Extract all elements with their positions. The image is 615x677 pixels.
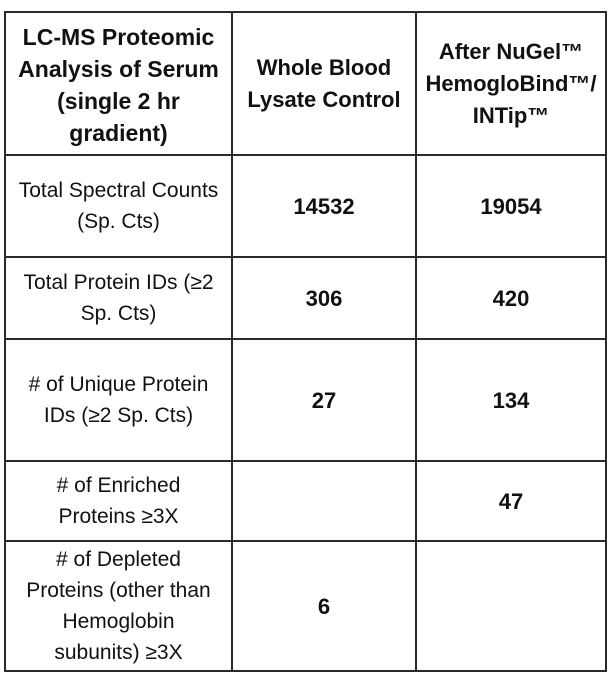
after-value: 420 [415, 256, 607, 340]
row-label-depleted-proteins: # of Depleted Proteins (other than Hemog… [4, 540, 233, 672]
row-label-line-2: Sp. Cts) [80, 302, 157, 325]
row-label-line-2: Proteins (other than [26, 579, 211, 602]
header-after-line-3: INTip™ [472, 102, 550, 128]
header-row: LC-MS Proteomic Analysis of Serum (singl… [4, 11, 607, 156]
row-label-line-1: Total Spectral Counts [18, 179, 219, 202]
row-label-line-1: # of Depleted [56, 548, 181, 571]
table-row: # of Enriched Proteins ≥3X 47 [4, 460, 607, 542]
after-value: 19054 [415, 154, 607, 258]
control-value: 14532 [231, 154, 417, 258]
proteomic-analysis-table-container: LC-MS Proteomic Analysis of Serum (singl… [4, 11, 607, 672]
header-control-line-1: Whole Blood [256, 54, 392, 80]
header-metric-line-3: (single 2 hr [57, 87, 180, 114]
row-label-line-2: Proteins ≥3X [58, 505, 179, 528]
header-metric-line-4: gradient) [69, 119, 168, 146]
row-label-unique-protein-ids: # of Unique Protein IDs (≥2 Sp. Cts) [4, 338, 233, 462]
header-control-cell: Whole Blood Lysate Control [231, 11, 417, 156]
row-label-line-1: # of Unique Protein [28, 373, 209, 396]
control-value: 306 [231, 256, 417, 340]
proteomic-analysis-table: LC-MS Proteomic Analysis of Serum (singl… [4, 11, 607, 672]
control-value: 6 [231, 540, 417, 672]
control-value: 27 [231, 338, 417, 462]
row-label-total-protein-ids: Total Protein IDs (≥2 Sp. Cts) [4, 256, 233, 340]
after-value [415, 540, 607, 672]
row-label-line-2: (Sp. Cts) [77, 210, 160, 233]
table-row: # of Depleted Proteins (other than Hemog… [4, 540, 607, 672]
after-value: 47 [415, 460, 607, 542]
header-after-line-2: HemogloBind™/ [425, 70, 597, 96]
table-row: Total Spectral Counts (Sp. Cts) 14532 19… [4, 154, 607, 258]
header-metric-line-1: LC-MS Proteomic [22, 23, 215, 50]
row-label-total-spectral-counts: Total Spectral Counts (Sp. Cts) [4, 154, 233, 258]
row-label-line-2: IDs (≥2 Sp. Cts) [43, 404, 194, 427]
row-label-line-1: # of Enriched [56, 474, 181, 497]
header-metric-line-2: Analysis of Serum [18, 55, 219, 82]
row-label-enriched-proteins: # of Enriched Proteins ≥3X [4, 460, 233, 542]
row-label-line-3: Hemoglobin [62, 610, 175, 633]
after-value: 134 [415, 338, 607, 462]
row-label-line-4: subunits) ≥3X [54, 641, 183, 664]
header-after-cell: After NuGel™ HemogloBind™/ INTip™ [415, 11, 607, 156]
table-row: # of Unique Protein IDs (≥2 Sp. Cts) 27 … [4, 338, 607, 462]
control-value [231, 460, 417, 542]
header-control-line-2: Lysate Control [247, 86, 401, 112]
table-row: Total Protein IDs (≥2 Sp. Cts) 306 420 [4, 256, 607, 340]
header-after-line-1: After NuGel™ [438, 38, 584, 64]
row-label-line-1: Total Protein IDs (≥2 [23, 271, 214, 294]
header-metric-cell: LC-MS Proteomic Analysis of Serum (singl… [4, 11, 233, 156]
